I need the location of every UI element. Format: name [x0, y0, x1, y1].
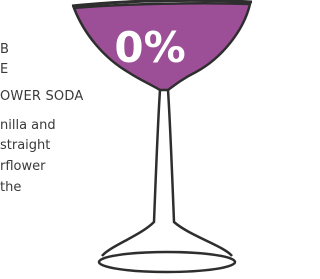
glass-illustration: 0% — [0, 0, 265, 279]
glass-stem — [168, 90, 232, 256]
page: B E OWER SODA nilla and straight rflower… — [0, 0, 265, 279]
glass-base — [99, 252, 235, 272]
glass-stem — [102, 90, 160, 256]
badge-text: 0% — [114, 23, 185, 72]
